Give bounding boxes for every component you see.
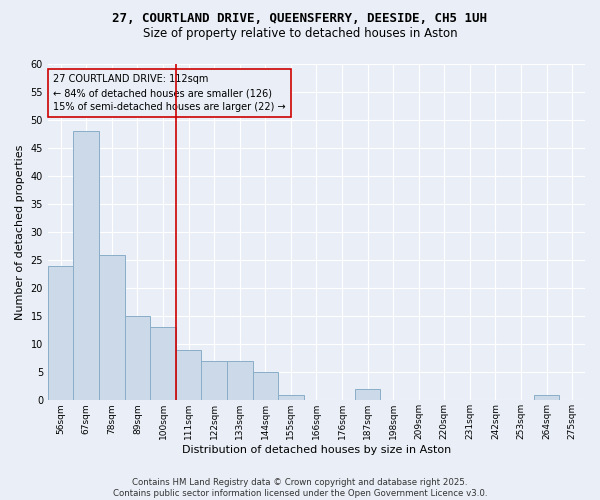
Bar — [227, 361, 253, 401]
Text: Size of property relative to detached houses in Aston: Size of property relative to detached ho… — [143, 28, 457, 40]
Y-axis label: Number of detached properties: Number of detached properties — [15, 144, 25, 320]
Text: 27 COURTLAND DRIVE: 112sqm
← 84% of detached houses are smaller (126)
15% of sem: 27 COURTLAND DRIVE: 112sqm ← 84% of deta… — [53, 74, 286, 112]
Bar — [202, 361, 227, 401]
Bar — [253, 372, 278, 400]
Bar — [150, 328, 176, 400]
Text: Contains HM Land Registry data © Crown copyright and database right 2025.
Contai: Contains HM Land Registry data © Crown c… — [113, 478, 487, 498]
Bar — [125, 316, 150, 400]
Bar — [355, 389, 380, 400]
Bar — [176, 350, 202, 401]
Bar — [534, 394, 559, 400]
X-axis label: Distribution of detached houses by size in Aston: Distribution of detached houses by size … — [182, 445, 451, 455]
Bar — [48, 266, 73, 400]
Bar — [278, 394, 304, 400]
Bar — [99, 254, 125, 400]
Text: 27, COURTLAND DRIVE, QUEENSFERRY, DEESIDE, CH5 1UH: 27, COURTLAND DRIVE, QUEENSFERRY, DEESID… — [113, 12, 487, 26]
Bar — [73, 132, 99, 400]
